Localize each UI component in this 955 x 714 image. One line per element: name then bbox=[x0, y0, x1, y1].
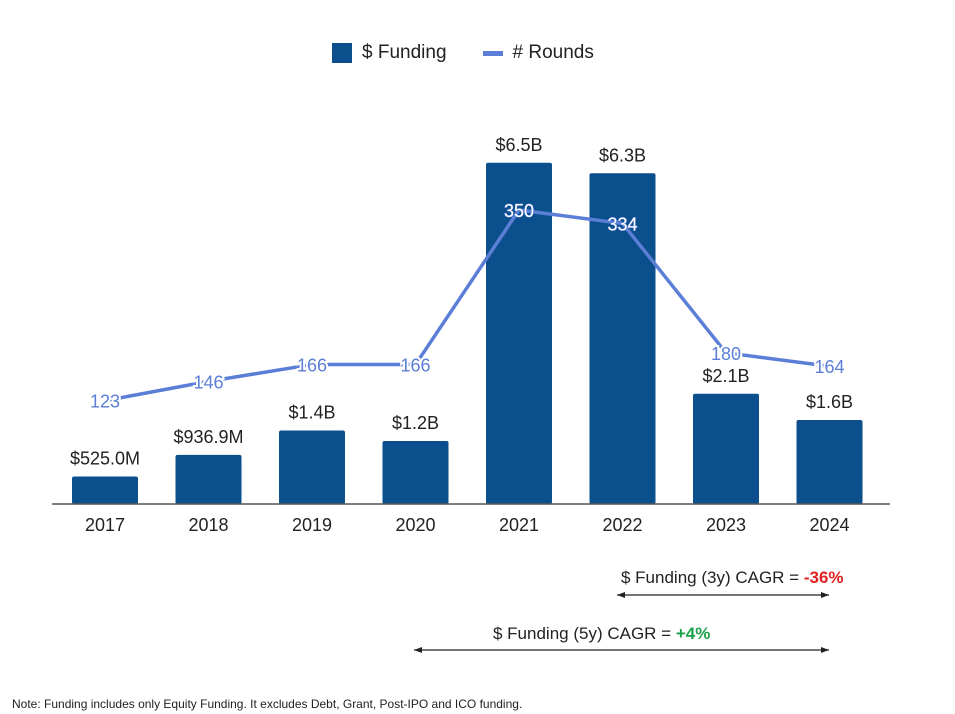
x-tick-2019: 2019 bbox=[292, 515, 332, 535]
cagr-3y-value: -36% bbox=[803, 568, 844, 587]
rounds-label-2021: 350 bbox=[504, 201, 534, 221]
rounds-label-2018: 146 bbox=[193, 372, 223, 392]
legend-funding-swatch bbox=[332, 43, 352, 63]
rounds-label-2023: 180 bbox=[711, 344, 741, 364]
rounds-label-2017: 123 bbox=[90, 392, 120, 412]
funding-bar-2022 bbox=[589, 173, 656, 504]
funding-label-2017: $525.0M bbox=[70, 448, 140, 468]
funding-label-2023: $2.1B bbox=[702, 366, 749, 386]
cagr-5y-arrow-head-left bbox=[414, 647, 422, 653]
cagr-5y-annotation: $ Funding (5y) CAGR = +4% bbox=[493, 624, 710, 644]
x-tick-2021: 2021 bbox=[499, 515, 539, 535]
funding-label-2018: $936.9M bbox=[173, 427, 243, 447]
cagr-3y-arrow-head-left bbox=[617, 592, 625, 598]
funding-bar-2024 bbox=[796, 420, 863, 504]
funding-label-2024: $1.6B bbox=[806, 392, 853, 412]
cagr-5y-arrow-head-right bbox=[821, 647, 829, 653]
cagr-3y-prefix: $ Funding (3y) CAGR = bbox=[621, 568, 804, 587]
cagr-5y-value: +4% bbox=[675, 624, 711, 643]
funding-label-2019: $1.4B bbox=[288, 403, 335, 423]
legend-rounds-swatch bbox=[482, 50, 503, 56]
cagr-5y-prefix: $ Funding (5y) CAGR = bbox=[493, 624, 676, 643]
cagr-3y-arrow-head-right bbox=[821, 592, 829, 598]
cagr-arrows bbox=[414, 592, 829, 653]
rounds-label-2024: 164 bbox=[814, 357, 844, 377]
rounds-label-2022: 334 bbox=[607, 214, 637, 234]
footnote: Note: Funding includes only Equity Fundi… bbox=[12, 697, 523, 711]
rounds-label-2020: 166 bbox=[400, 356, 430, 376]
cagr-3y-annotation: $ Funding (3y) CAGR = -36% bbox=[621, 568, 844, 588]
funding-label-2021: $6.5B bbox=[495, 135, 542, 155]
funding-bar-2023 bbox=[693, 393, 759, 504]
x-tick-2017: 2017 bbox=[85, 515, 125, 535]
x-tick-2023: 2023 bbox=[706, 515, 746, 535]
legend-rounds-label: # Rounds bbox=[512, 42, 594, 63]
funding-bar-2020 bbox=[382, 441, 449, 504]
funding-bar-2017 bbox=[72, 476, 138, 504]
rounds-label-2019: 166 bbox=[297, 356, 327, 376]
funding-bar-2019 bbox=[279, 430, 345, 504]
x-tick-2020: 2020 bbox=[395, 515, 435, 535]
funding-label-2020: $1.2B bbox=[392, 413, 439, 433]
funding-label-2022: $6.3B bbox=[599, 145, 646, 165]
funding-bars bbox=[72, 162, 863, 504]
x-tick-2018: 2018 bbox=[188, 515, 228, 535]
x-axis-ticks: 2017 2018 2019 2020 2021 2022 2023 2024 bbox=[85, 515, 850, 535]
x-tick-2022: 2022 bbox=[602, 515, 642, 535]
rounds-polyline bbox=[104, 208, 830, 403]
funding-bar-2021 bbox=[486, 162, 552, 504]
legend: $ Funding # Rounds bbox=[332, 42, 594, 64]
funding-bar-2018 bbox=[175, 454, 242, 504]
x-tick-2024: 2024 bbox=[809, 515, 849, 535]
rounds-line: 123 146 166 166 350 334 180 164 bbox=[88, 201, 847, 414]
funding-bar-labels: $525.0M $936.9M $1.4B $1.2B $6.5B $6.3B $2.1B $… bbox=[70, 135, 853, 469]
legend-funding-label: $ Funding bbox=[362, 42, 447, 63]
